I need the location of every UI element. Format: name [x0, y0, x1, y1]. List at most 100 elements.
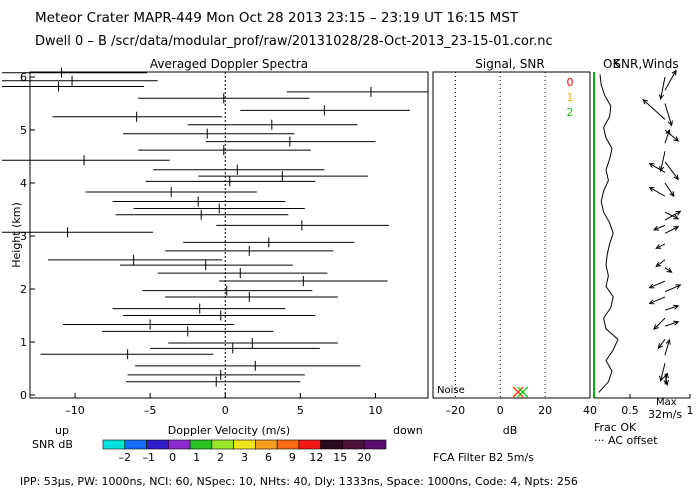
doppler-title: Averaged Doppler Spectra	[150, 57, 308, 71]
colorbar-swatch	[276, 439, 300, 450]
wind-arrowhead	[659, 375, 665, 382]
colorbar-swatch	[298, 439, 321, 450]
colorbar-label: 1	[193, 451, 200, 464]
wind-arrowhead	[673, 320, 680, 326]
max-speed-label: 32m/s	[648, 408, 682, 421]
colorbar-swatch	[233, 439, 256, 450]
colorbar-label: 3	[241, 451, 248, 464]
wind-vector	[664, 321, 679, 327]
colorbar-label: 9	[289, 451, 296, 464]
colorbar-swatch	[146, 439, 169, 450]
doppler-down-label: down	[393, 424, 423, 437]
wind-arrowhead	[673, 174, 679, 181]
wind-arrowhead	[655, 244, 662, 249]
colorbar-swatch	[342, 439, 365, 450]
snr-title: Signal, SNR	[475, 57, 544, 71]
wind-arrowhead	[673, 214, 680, 220]
header-dwell-path: Dwell 0 – B /scr/data/modular_prof/raw/2…	[35, 34, 553, 49]
wind-vector	[664, 210, 681, 221]
doppler-ytick-label: 4	[20, 177, 27, 190]
doppler-ylabel: Height (km)	[10, 202, 23, 268]
colorbar-swatch	[211, 439, 234, 450]
doppler-ytick-label: 5	[20, 124, 27, 137]
wind-arrowhead	[655, 261, 662, 268]
doppler-ytick-label: 1	[20, 336, 27, 349]
wind-arrowhead	[673, 136, 680, 142]
wind-arrowhead	[673, 226, 680, 232]
footer-params: IPP: 53µs, PW: 1000ns, NCI: 60, NSpec: 1…	[20, 475, 578, 488]
wind-vector	[655, 259, 666, 267]
colorbar-swatch	[102, 439, 126, 450]
wind-vector	[653, 317, 666, 330]
wind-arrowhead	[665, 129, 671, 136]
wind-vector	[649, 280, 666, 289]
wind-arrowhead	[669, 191, 675, 198]
doppler-xtick-label: 0	[222, 404, 229, 417]
frac-ok-label: Frac OK	[594, 421, 637, 434]
wind-arrowhead	[666, 267, 673, 273]
colorbar-swatch	[189, 439, 213, 450]
wind-vector	[660, 76, 666, 100]
wind-arrowhead	[665, 338, 671, 345]
wind-arrowhead	[648, 283, 655, 289]
ok-marker-label: 1	[567, 91, 574, 104]
wind-vector	[664, 211, 679, 220]
wind-vector	[664, 129, 679, 142]
colorbar-label: 2	[217, 451, 224, 464]
wind-vector	[664, 373, 668, 385]
wind-arrowhead	[652, 225, 660, 231]
snr-xtick-label: 20	[538, 404, 552, 417]
wind-vector	[660, 363, 666, 381]
doppler-ytick-label: 3	[20, 230, 27, 243]
wind-arrowhead	[653, 324, 659, 330]
wind-arrowhead	[658, 94, 664, 101]
wind-arrowhead	[648, 186, 655, 192]
snr-xtick-label: 40	[583, 404, 597, 417]
wind-vector	[664, 103, 673, 126]
max-label: Max	[656, 397, 677, 408]
wind-arrowhead	[659, 165, 665, 173]
doppler-ytick-label: 0	[20, 389, 27, 402]
wind-vector	[664, 339, 670, 356]
header-title: Meteor Crater MAPR-449 Mon Oct 28 2013 2…	[35, 10, 519, 26]
colorbar-label: –2	[119, 451, 132, 464]
wind-arrowhead	[657, 343, 664, 350]
colorbar-label: 15	[333, 451, 347, 464]
frac-ok-line	[598, 74, 619, 393]
wind-arrowhead	[667, 120, 673, 127]
wind-vector	[664, 161, 679, 180]
doppler-xtick-label: –5	[144, 404, 157, 417]
wind-vector	[664, 129, 670, 144]
winds-title: SNR,Winds	[613, 57, 678, 71]
wind-vector	[658, 339, 666, 349]
colorbar-label: –1	[142, 451, 155, 464]
ok-marker-label: 0	[567, 76, 574, 89]
colorbar-swatch	[124, 439, 147, 450]
colorbar-swatch	[320, 439, 343, 450]
noise-marker	[517, 386, 529, 398]
winds-xtick-label: 1	[687, 404, 694, 417]
winds-xtick-label: 0.5	[621, 404, 639, 417]
colorbar-label: 12	[309, 451, 323, 464]
wind-vector	[664, 284, 681, 293]
wind-vector	[655, 243, 666, 249]
wind-arrowhead	[675, 284, 682, 290]
wind-arrowhead	[663, 372, 669, 379]
wind-vector	[664, 182, 675, 197]
wind-vector	[653, 224, 666, 231]
noise-marker	[512, 386, 524, 398]
wind-arrowhead	[642, 98, 648, 105]
doppler-xtick-label: 10	[368, 404, 382, 417]
colorbar-label: 6	[265, 451, 272, 464]
snr-xtick-label: –20	[446, 404, 466, 417]
wind-vector	[660, 151, 666, 172]
ok-header: OK	[603, 57, 621, 71]
wind-vector	[649, 163, 666, 173]
wind-arrowhead	[648, 299, 655, 305]
snr-xtick-label: 0	[497, 404, 504, 417]
colorbar-swatch	[168, 439, 191, 450]
colorbar-label: 0	[169, 451, 176, 464]
wind-vector	[664, 70, 677, 91]
wind-vector	[642, 99, 666, 120]
doppler-ytick-label: 6	[20, 71, 27, 84]
